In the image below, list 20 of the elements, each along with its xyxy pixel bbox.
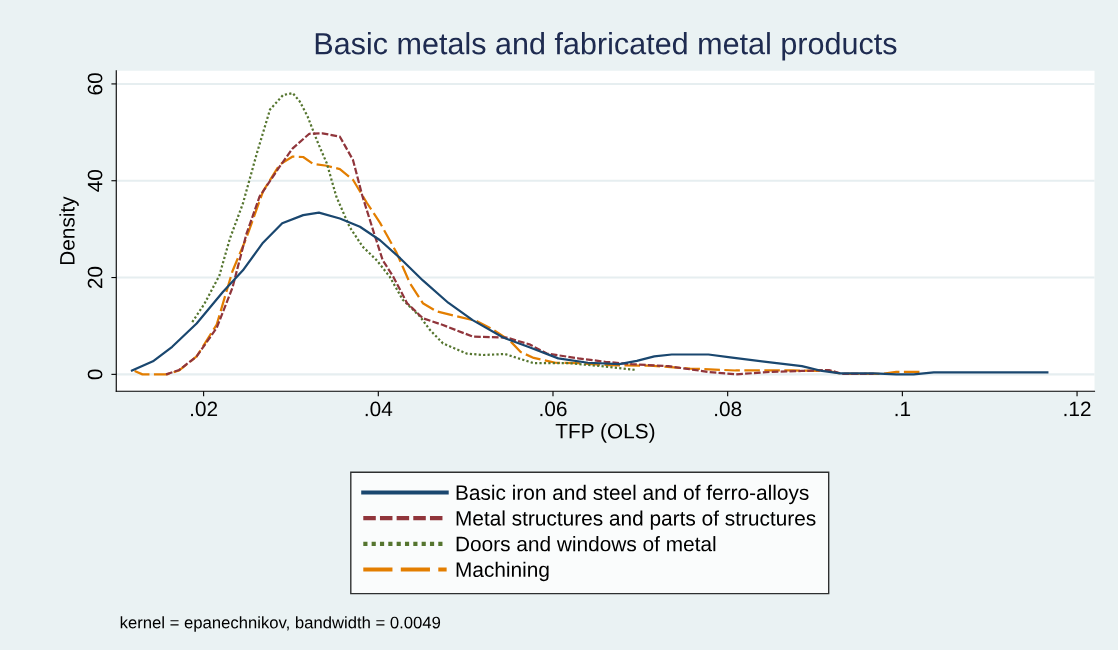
x-tick-label: .12 [1064, 401, 1091, 417]
y-tick-label: 0 [87, 369, 103, 380]
legend-label: Metal structures and parts of structures [456, 510, 816, 530]
text: kernel = epanechnikov, bandwidth = 0.0049 [120, 616, 441, 632]
legend-label: Machining [456, 561, 549, 582]
x-tick-label: .08 [715, 401, 742, 417]
y-tick-label: 20 [87, 266, 103, 289]
line-series [191, 92, 638, 372]
y-tick-label: 60 [87, 73, 103, 95]
x-tick-label: .06 [540, 401, 567, 417]
y-axis-title: Density [59, 196, 79, 265]
x-tick-label: .04 [365, 401, 393, 417]
x-tick-label: .02 [191, 401, 218, 417]
x-tick-label: .1 [895, 401, 911, 417]
legend-label: Doors and windows of metal [456, 536, 716, 552]
line-series [130, 211, 1049, 376]
chart-title: Basic metals and fabricated metal products [315, 32, 897, 61]
legend-label: Basic iron and steel and of ferro-alloys [456, 484, 809, 505]
y-tick-label: 40 [87, 169, 103, 192]
x-axis-title: TFP (OLS) [555, 423, 655, 443]
